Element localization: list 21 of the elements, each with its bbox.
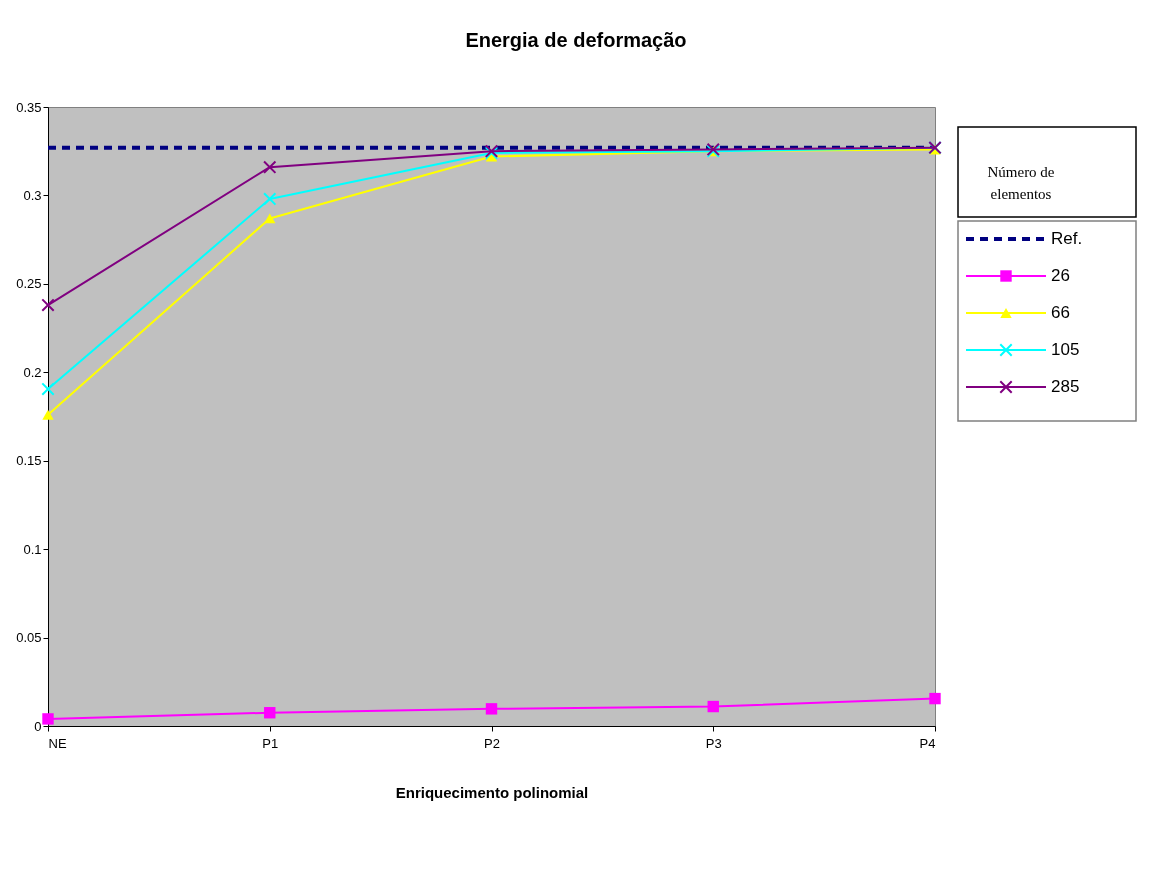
y-tick-label: 0.1 <box>23 541 42 557</box>
x-tick-label: NE <box>48 735 67 751</box>
legend-label: 66 <box>1051 303 1070 322</box>
x-tick-label: P2 <box>484 735 500 751</box>
y-tick-label: 0.05 <box>16 630 42 646</box>
x-tick-label: P4 <box>919 735 936 751</box>
y-tick-label: 0.35 <box>16 99 42 115</box>
legend-title: Número de elementos <box>987 164 1055 202</box>
legend-label: 285 <box>1051 377 1080 396</box>
y-tick-label: 0.3 <box>23 187 42 203</box>
y-tick-label: 0.15 <box>16 453 42 469</box>
x-tick-label: P1 <box>262 735 279 751</box>
y-tick-label: 0.25 <box>16 276 42 292</box>
legend-label: 105 <box>1051 340 1080 359</box>
chart-title: Energia de deformação <box>465 28 687 51</box>
y-tick-label: 0.2 <box>23 364 42 380</box>
y-tick-label: 0 <box>34 718 42 734</box>
legend-label: 26 <box>1051 266 1070 285</box>
x-axis-title: Enriquecimento polinomial <box>395 783 589 801</box>
legend-label: Ref. <box>1051 229 1083 248</box>
x-tick-label: P3 <box>705 735 722 751</box>
